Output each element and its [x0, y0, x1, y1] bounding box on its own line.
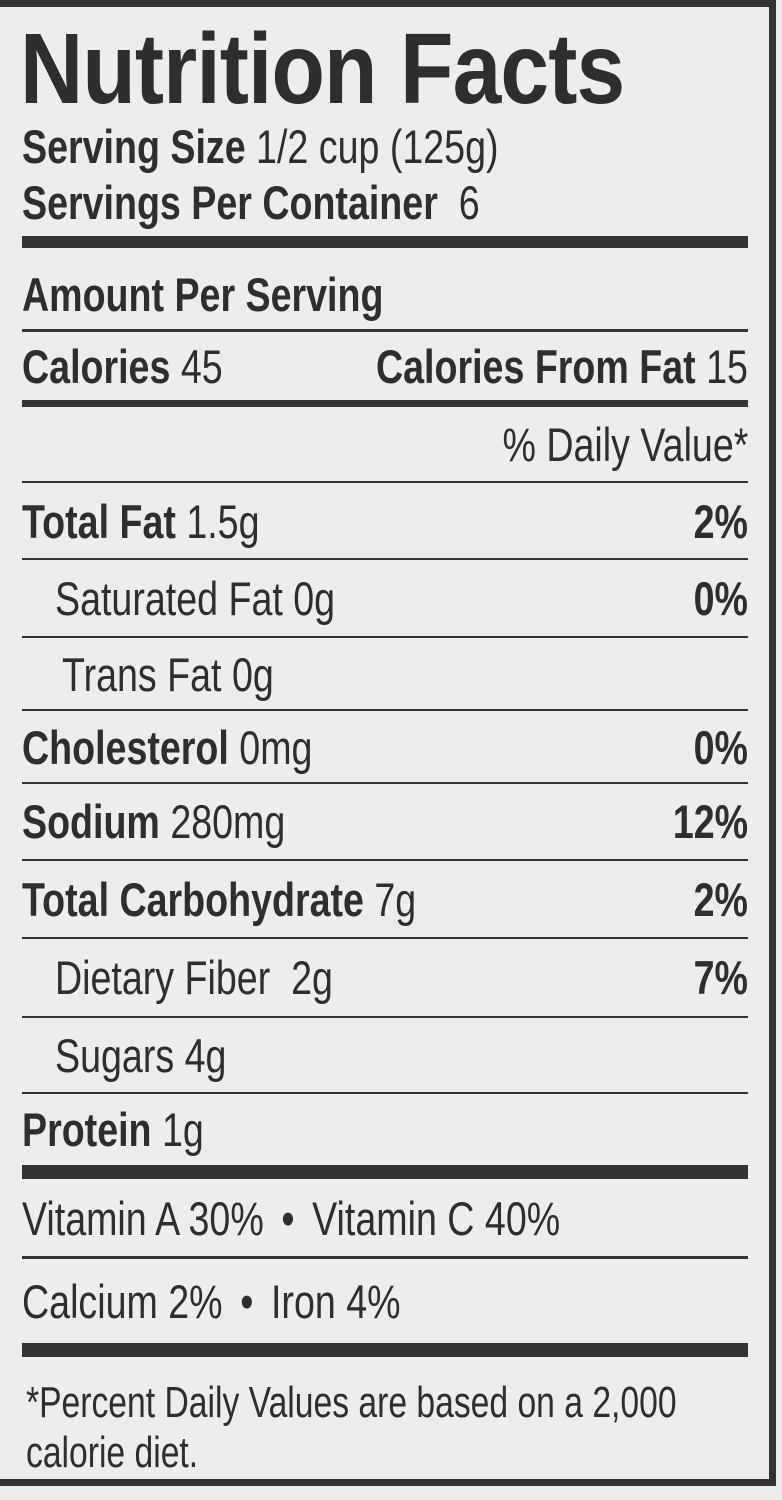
nutrient-row-cholesterol: Cholesterol 0mg 0%: [22, 711, 748, 783]
divider: [22, 329, 748, 332]
divider: [22, 1092, 748, 1094]
daily-value-header-row: % Daily Value*: [22, 407, 748, 482]
nutrient-amount: 1.5g: [186, 495, 260, 548]
serving-size-label: Serving Size: [22, 119, 246, 173]
divider: [22, 937, 748, 939]
nutrient-amount: 4g: [184, 1028, 227, 1082]
calories-label: Calories: [22, 340, 171, 393]
nutrient-row-total-fat: Total Fat 1.5g 2%: [22, 484, 748, 559]
nutrient-dv: 12%: [672, 795, 748, 848]
medium-divider: [22, 400, 748, 407]
divider: [22, 782, 748, 784]
nutrient-label: Saturated Fat: [55, 572, 283, 625]
nutrient-label: Dietary Fiber: [55, 951, 271, 1004]
vitamin-dv: 40%: [484, 1192, 561, 1245]
nutrient-label: Total Fat: [22, 495, 176, 548]
nutrient-dv: 2%: [693, 495, 748, 548]
label-title: Nutrition Facts: [20, 13, 625, 125]
nutrient-label: Cholesterol: [22, 720, 229, 774]
nutrient-row-saturated-fat: Saturated Fat 0g 0%: [22, 561, 748, 636]
nutrient-row-trans-fat: Trans Fat 0g: [22, 638, 748, 710]
nutrient-dv: 0%: [693, 572, 748, 625]
calories-from-fat-value: 15: [706, 340, 748, 393]
bullet-separator: •: [240, 1275, 254, 1328]
nutrient-amount: 7g: [374, 872, 417, 926]
divider: [22, 1016, 748, 1018]
nutrient-amount: 2g: [291, 951, 333, 1004]
divider: [22, 558, 748, 560]
vitamin-dv: 30%: [188, 1192, 264, 1245]
nutrient-row-sodium: Sodium 280mg 12%: [22, 784, 748, 859]
nutrient-amount: 280mg: [170, 795, 286, 848]
amount-per-serving: Amount Per Serving: [22, 267, 384, 321]
vitamin-dv: 4%: [346, 1275, 401, 1328]
serving-size-value: 1/2 cup (125g): [256, 119, 499, 173]
vitamin-label: Vitamin C: [312, 1192, 475, 1245]
vitamin-label: Calcium: [22, 1275, 158, 1328]
nutrient-row-total-carbohydrate: Total Carbohydrate 7g 2%: [22, 861, 748, 937]
nutrient-amount: 0mg: [239, 720, 313, 774]
nutrient-label: Trans Fat: [62, 647, 222, 701]
bullet-separator: •: [281, 1192, 295, 1245]
nutrient-row-protein: Protein 1g: [22, 1094, 748, 1165]
nutrient-label: Protein: [22, 1103, 152, 1156]
nutrient-label: Sodium: [22, 795, 160, 848]
vitamin-label: Vitamin A: [22, 1192, 179, 1245]
servings-per-container-value: 6: [458, 175, 480, 229]
divider: [22, 859, 748, 861]
vitamin-row-1: Vitamin A 30% • Vitamin C 40%: [22, 1180, 748, 1257]
footnote: *Percent Daily Values are based on a 2,0…: [26, 1378, 677, 1477]
nutrient-dv: 2%: [693, 872, 748, 926]
nutrient-row-sugars: Sugars 4g: [22, 1018, 748, 1092]
calories-row: Calories 45 Calories From Fat 15: [22, 333, 748, 400]
nutrient-label: Total Carbohydrate: [22, 872, 364, 926]
divider: [22, 636, 748, 638]
nutrient-label: Sugars: [55, 1028, 175, 1082]
thick-divider: [22, 1343, 748, 1357]
serving-size-row: Serving Size 1/2 cup (125g): [22, 118, 748, 174]
nutrient-amount: 0g: [231, 647, 274, 701]
vitamin-label: Iron: [270, 1275, 336, 1328]
nutrient-amount: 0g: [293, 572, 336, 625]
divider: [22, 1256, 748, 1259]
servings-per-container-label: Servings Per Container: [22, 175, 438, 229]
calories-value: 45: [180, 340, 223, 393]
thick-divider: [22, 236, 748, 248]
nutrient-dv: 7%: [693, 951, 748, 1004]
nutrient-amount: 1g: [161, 1103, 204, 1156]
thick-divider: [22, 1165, 748, 1179]
servings-per-container-row: Servings Per Container 6: [22, 174, 748, 230]
nutrient-dv: 0%: [693, 720, 748, 774]
vitamin-dv: 2%: [168, 1275, 223, 1328]
vitamin-row-2: Calcium 2% • Iron 4%: [22, 1260, 748, 1343]
nutrient-row-dietary-fiber: Dietary Fiber 2g 7%: [22, 939, 748, 1016]
divider: [22, 709, 748, 711]
calories-from-fat-label: Calories From Fat: [376, 340, 696, 393]
divider: [22, 481, 748, 483]
amount-per-serving-row: Amount Per Serving: [22, 258, 748, 330]
daily-value-header: % Daily Value*: [502, 418, 748, 471]
